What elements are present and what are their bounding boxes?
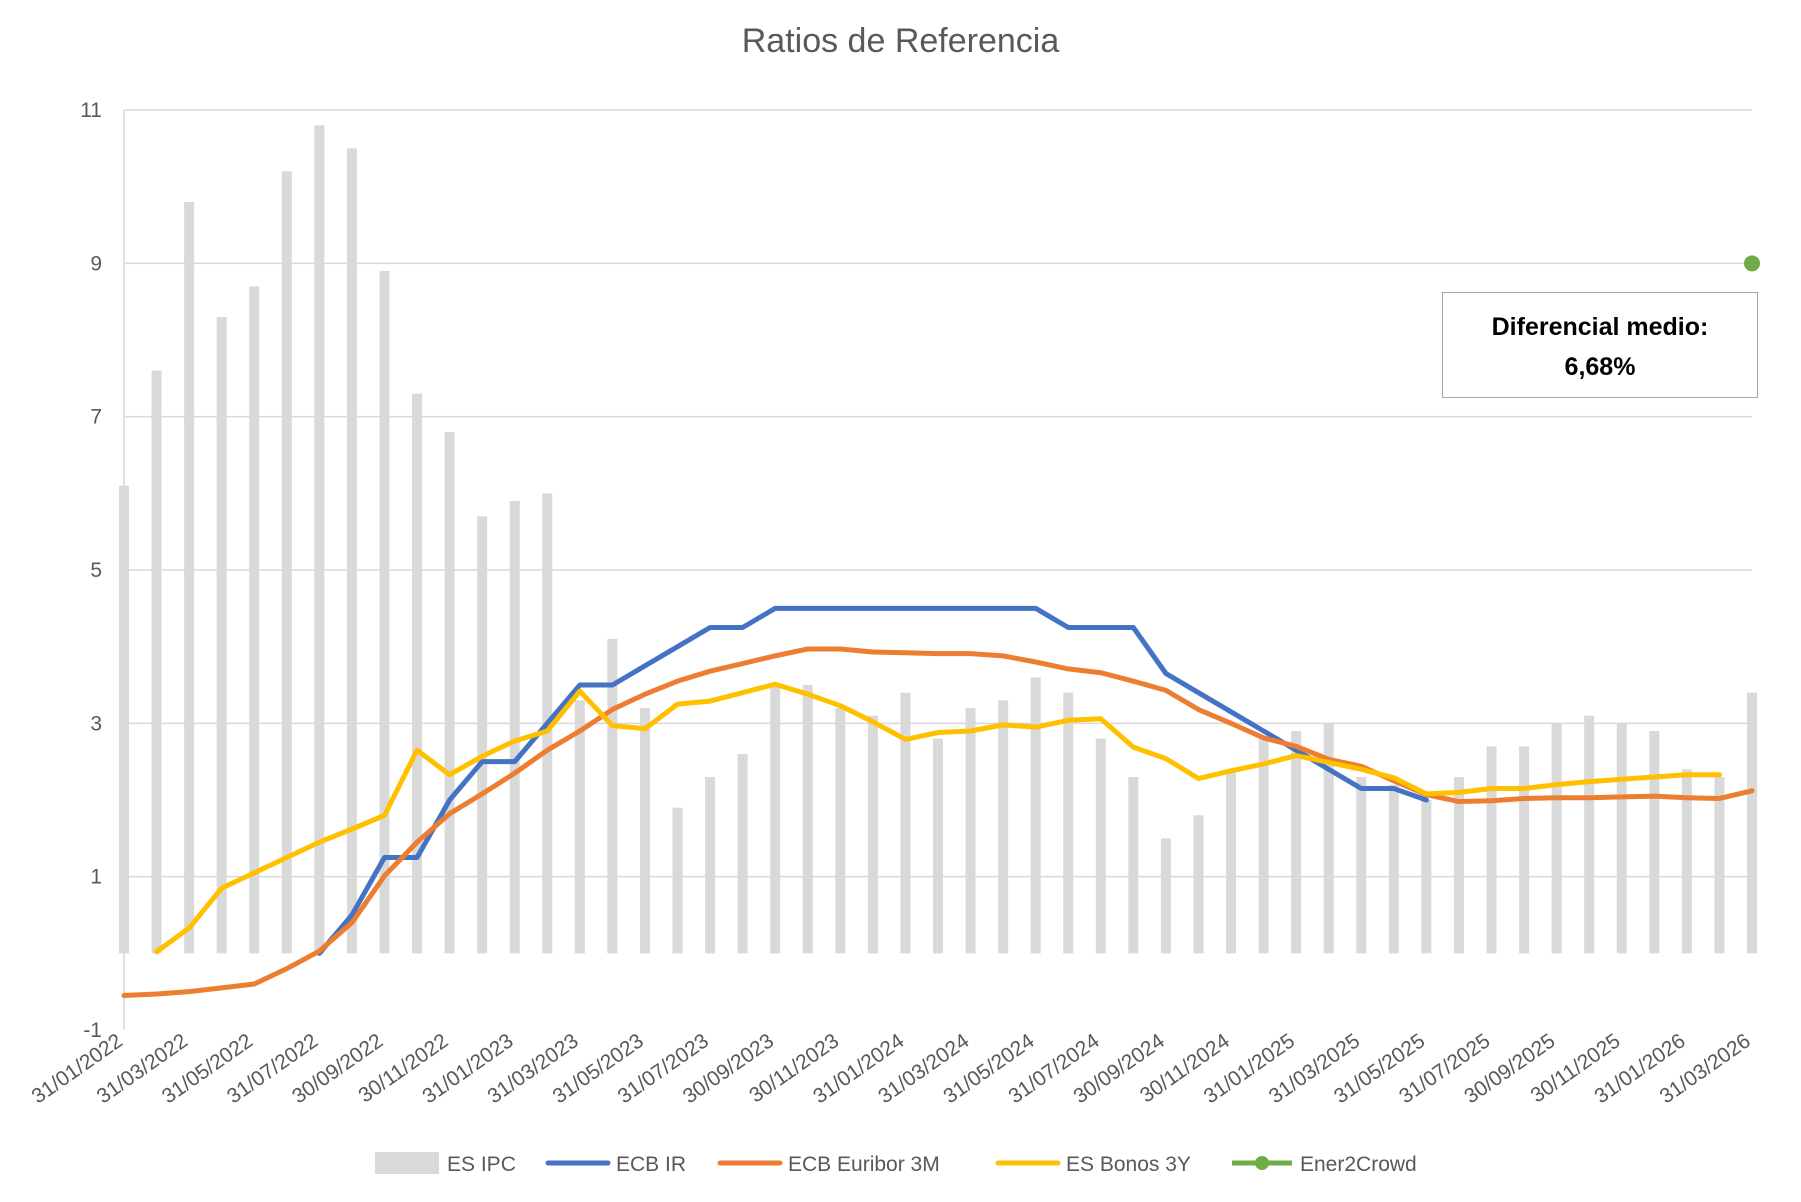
bar-es-ipc xyxy=(1128,777,1139,954)
bar-es-ipc xyxy=(1453,777,1464,954)
annotation-line2: 6,68% xyxy=(1564,353,1636,381)
y-tick-label: -1 xyxy=(83,1019,102,1042)
y-tick-label: 3 xyxy=(90,712,102,735)
bar-es-ipc xyxy=(1193,815,1204,954)
legend-label: ES Bonos 3Y xyxy=(1066,1153,1191,1176)
legend-swatch xyxy=(375,1152,439,1174)
bar-es-ipc xyxy=(835,708,846,954)
bar-es-ipc xyxy=(119,485,129,954)
bar-es-ipc xyxy=(574,700,585,954)
bar-es-ipc xyxy=(1714,777,1725,954)
bar-es-ipc xyxy=(216,317,227,954)
bar-es-ipc xyxy=(867,715,878,954)
bar-es-ipc xyxy=(1258,738,1269,954)
bar-es-ipc xyxy=(1063,692,1074,954)
y-tick-label: 9 xyxy=(90,252,102,275)
series-line-ecb-ir xyxy=(316,605,1429,956)
bar-es-ipc xyxy=(933,738,943,954)
bar-es-ipc xyxy=(705,777,716,954)
bar-es-ipc xyxy=(1616,723,1627,954)
y-tick-label: 11 xyxy=(80,99,102,122)
bar-es-ipc xyxy=(770,685,781,954)
series-line-ecb-euribor-3m xyxy=(121,646,1755,998)
bar-es-ipc xyxy=(1551,723,1562,954)
series-line-es-bonos-3y xyxy=(154,681,1722,955)
bar-es-ipc xyxy=(412,393,423,954)
bar-es-ipc xyxy=(249,286,260,954)
bar-es-ipc xyxy=(1519,746,1530,954)
bar-es-ipc xyxy=(1681,769,1692,954)
bar-es-ipc xyxy=(1356,777,1367,954)
bar-es-ipc xyxy=(1226,769,1237,954)
bar-es-ipc xyxy=(672,807,683,954)
legend-label: ES IPC xyxy=(447,1153,516,1176)
y-tick-label: 5 xyxy=(90,559,102,582)
bar-es-ipc xyxy=(1323,723,1334,954)
bar-es-ipc xyxy=(998,700,1009,954)
bar-es-ipc xyxy=(1584,715,1595,954)
bar-es-ipc xyxy=(151,370,162,954)
bar-es-ipc xyxy=(965,708,976,954)
bar-es-ipc xyxy=(444,432,455,954)
bar-es-ipc xyxy=(1747,692,1757,954)
annotation-box: Diferencial medio: 6,68% xyxy=(1442,292,1758,398)
bar-es-ipc xyxy=(314,125,325,954)
bar-es-ipc xyxy=(346,148,357,954)
bar-es-ipc xyxy=(1160,838,1171,954)
chart-title: Ratios de Referencia xyxy=(741,22,1060,60)
bar-es-ipc xyxy=(281,171,292,954)
bar-es-ipc xyxy=(607,639,618,954)
y-tick-label: 7 xyxy=(90,406,102,429)
y-tick-label: 1 xyxy=(90,866,102,889)
bar-es-ipc xyxy=(1421,800,1432,954)
bar-es-ipc xyxy=(1030,677,1041,954)
bar-es-ipc xyxy=(477,516,488,954)
legend-marker xyxy=(1255,1156,1269,1170)
bar-es-ipc xyxy=(379,271,390,954)
legend-label: Ener2Crowd xyxy=(1300,1153,1417,1176)
legend-label: ECB Euribor 3M xyxy=(788,1153,940,1176)
bar-es-ipc xyxy=(1486,746,1497,954)
bar-es-ipc xyxy=(184,202,195,954)
bar-es-ipc xyxy=(639,708,650,954)
legend-label: ECB IR xyxy=(616,1153,686,1176)
annotation-line1: Diferencial medio: xyxy=(1491,313,1709,341)
bar-es-ipc xyxy=(1649,731,1660,954)
bar-es-ipc xyxy=(802,685,813,954)
bar-es-ipc xyxy=(509,501,520,954)
bar-es-ipc xyxy=(900,692,911,954)
bar-es-ipc xyxy=(737,754,748,954)
bar-es-ipc xyxy=(1388,784,1399,954)
bar-es-ipc xyxy=(1291,731,1302,954)
bar-es-ipc xyxy=(1095,738,1106,954)
point-ener2crowd xyxy=(1744,255,1760,272)
